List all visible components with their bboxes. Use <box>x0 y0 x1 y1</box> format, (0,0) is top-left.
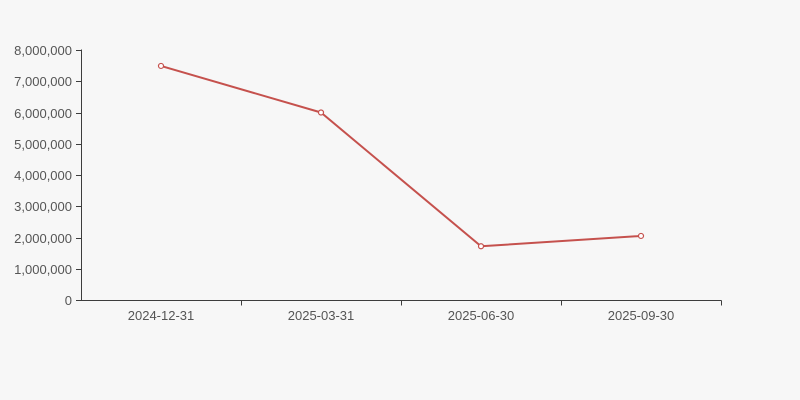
y-tick-label: 8,000,000 <box>14 43 72 58</box>
x-tick-label: 2025-06-30 <box>448 308 515 323</box>
y-tick-label: 7,000,000 <box>14 74 72 89</box>
x-tick-label: 2025-09-30 <box>608 308 675 323</box>
x-tick-label: 2024-12-31 <box>128 308 195 323</box>
data-point-marker <box>477 243 485 250</box>
y-tick-label: 0 <box>65 293 72 308</box>
series-line <box>160 64 642 248</box>
data-point-marker <box>317 109 325 116</box>
y-tick-label: 1,000,000 <box>14 262 72 277</box>
y-tick-label: 4,000,000 <box>14 168 72 183</box>
y-tick-label: 3,000,000 <box>14 199 72 214</box>
y-tick-label: 2,000,000 <box>14 231 72 246</box>
data-point-marker <box>637 232 645 240</box>
y-tick-label: 6,000,000 <box>14 106 72 121</box>
x-tick-label: 2025-03-31 <box>288 308 355 323</box>
data-point-marker <box>157 62 165 70</box>
y-tick-label: 5,000,000 <box>14 137 72 152</box>
